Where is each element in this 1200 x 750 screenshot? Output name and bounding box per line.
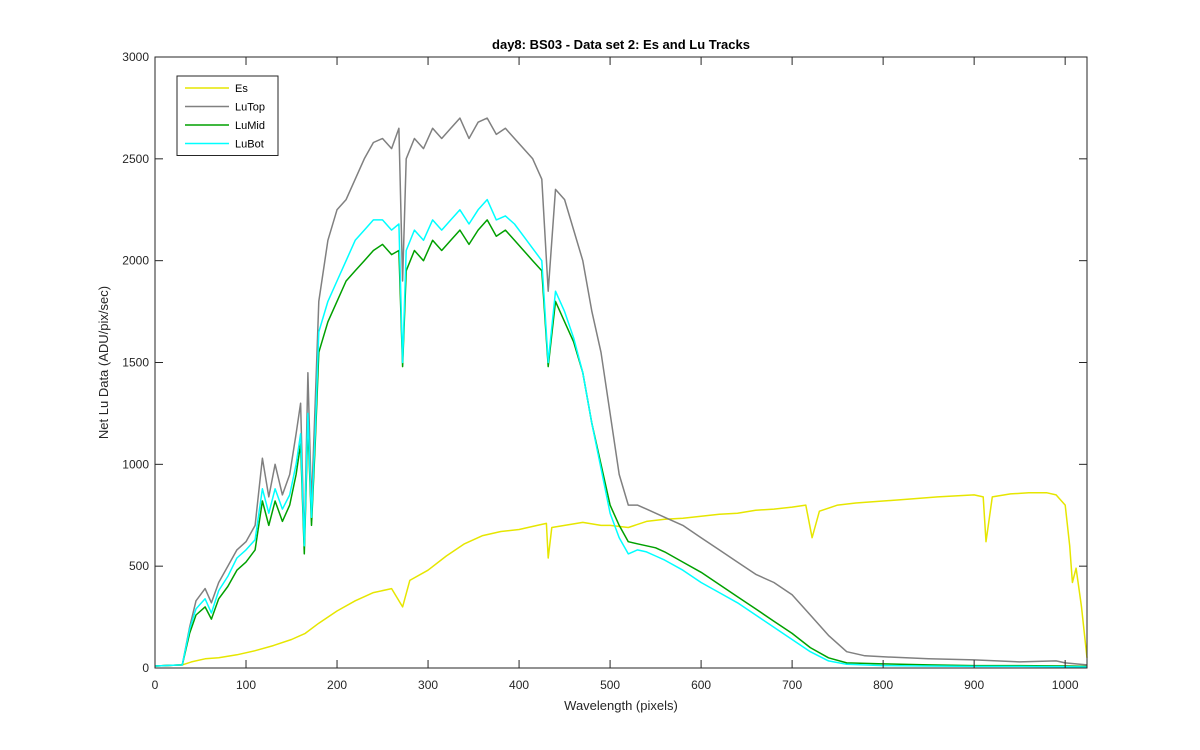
legend-label-lutop: LuTop bbox=[235, 102, 265, 114]
series-line-lumid bbox=[154, 219, 1088, 668]
x-tick-label: 200 bbox=[327, 678, 347, 692]
y-tick-label: 1000 bbox=[122, 457, 149, 471]
x-tick-label: 1000 bbox=[1052, 678, 1079, 692]
x-tick-label: 900 bbox=[964, 678, 984, 692]
x-tick-label: 100 bbox=[236, 678, 256, 692]
x-tick-label: 800 bbox=[873, 678, 893, 692]
x-tick-label: 600 bbox=[691, 678, 711, 692]
series-line-lutop bbox=[154, 117, 1088, 667]
y-tick-label: 2500 bbox=[122, 152, 149, 166]
x-tick-label: 500 bbox=[600, 678, 620, 692]
x-axis-label: Wavelength (pixels) bbox=[564, 698, 678, 713]
plot-area bbox=[155, 57, 1087, 668]
x-tick-label: 400 bbox=[509, 678, 529, 692]
legend-label-es: Es bbox=[235, 83, 248, 95]
legend-label-lumid: LuMid bbox=[235, 120, 265, 132]
x-tick-label: 700 bbox=[782, 678, 802, 692]
ticks-layer: 0 100 200 300 400 500 600 700 800 900 1000 0 500 1000… bbox=[122, 50, 1087, 692]
legend-label-lubot: LuBot bbox=[235, 139, 264, 151]
x-tick-label: 0 bbox=[152, 678, 159, 692]
legend-box bbox=[176, 75, 279, 156]
series-layer bbox=[154, 117, 1088, 668]
legend: Es LuTop LuMid LuBot bbox=[176, 75, 279, 156]
y-tick-label: 3000 bbox=[122, 50, 149, 64]
chart-title: day8: BS03 - Data set 2: Es and Lu Track… bbox=[492, 37, 750, 52]
y-tick-label: 2000 bbox=[122, 254, 149, 268]
y-tick-label: 0 bbox=[142, 661, 149, 675]
x-tick-label: 300 bbox=[418, 678, 438, 692]
series-line-es bbox=[154, 492, 1088, 667]
series-line-lubot bbox=[154, 198, 1088, 668]
y-tick-label: 500 bbox=[129, 559, 149, 573]
y-axis-label: Net Lu Data (ADU/pix/sec) bbox=[96, 286, 111, 439]
y-tick-label: 1500 bbox=[122, 356, 149, 370]
